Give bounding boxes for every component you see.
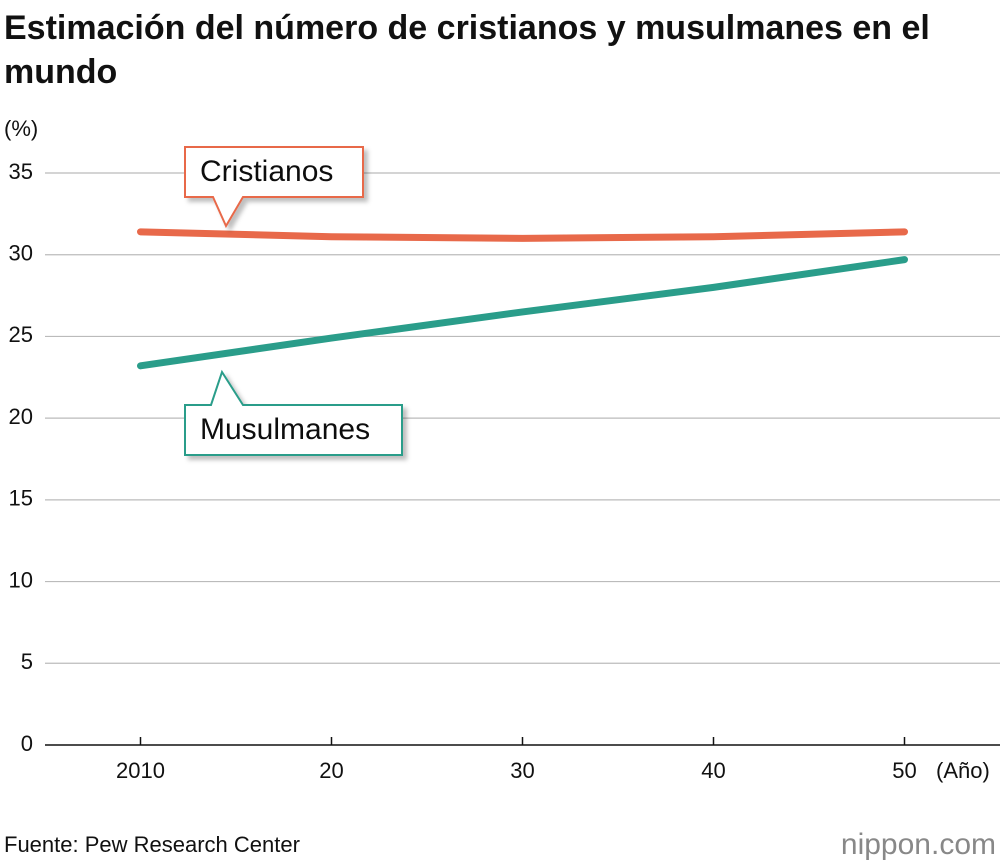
y-axis-label: (%) [4,116,38,141]
x-tick-label: 30 [510,758,534,783]
y-tick-label: 30 [9,241,33,266]
chart-title: Estimación del número de cristianos y mu… [4,9,930,91]
series-line [137,228,908,242]
legend-box [184,146,364,229]
legend-label: Musulmanes [200,413,370,446]
y-tick-label: 20 [9,404,33,429]
y-tick-label: 0 [21,731,33,756]
legend-label: Cristianos [200,155,333,188]
y-tick-label: 15 [9,486,33,511]
y-tick-label: 5 [21,649,33,674]
legend-callout: Cristianos [184,146,364,229]
x-tick-label: 2010 [116,758,165,783]
logo: nippon.com [841,828,996,861]
x-axis-label: (Año) [936,758,990,783]
series-line [137,256,908,370]
x-tick-label: 20 [319,758,343,783]
x-tick-label: 50 [892,758,916,783]
y-tick-label: 10 [9,567,33,592]
x-tick-label: 40 [701,758,725,783]
legend-callout: Musulmanes [184,369,403,456]
legend-box [184,369,403,456]
source: Fuente: Pew Research Center [4,832,300,857]
y-tick-label: 25 [9,322,33,347]
y-tick-label: 35 [9,159,33,184]
